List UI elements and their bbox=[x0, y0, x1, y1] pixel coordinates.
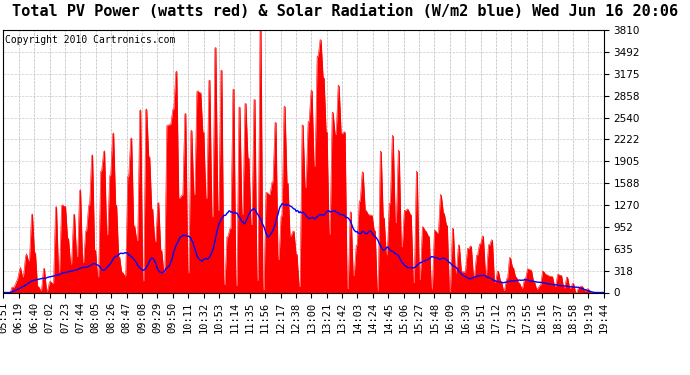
Text: Copyright 2010 Cartronics.com: Copyright 2010 Cartronics.com bbox=[5, 35, 175, 45]
Text: Total PV Power (watts red) & Solar Radiation (W/m2 blue) Wed Jun 16 20:06: Total PV Power (watts red) & Solar Radia… bbox=[12, 4, 678, 19]
